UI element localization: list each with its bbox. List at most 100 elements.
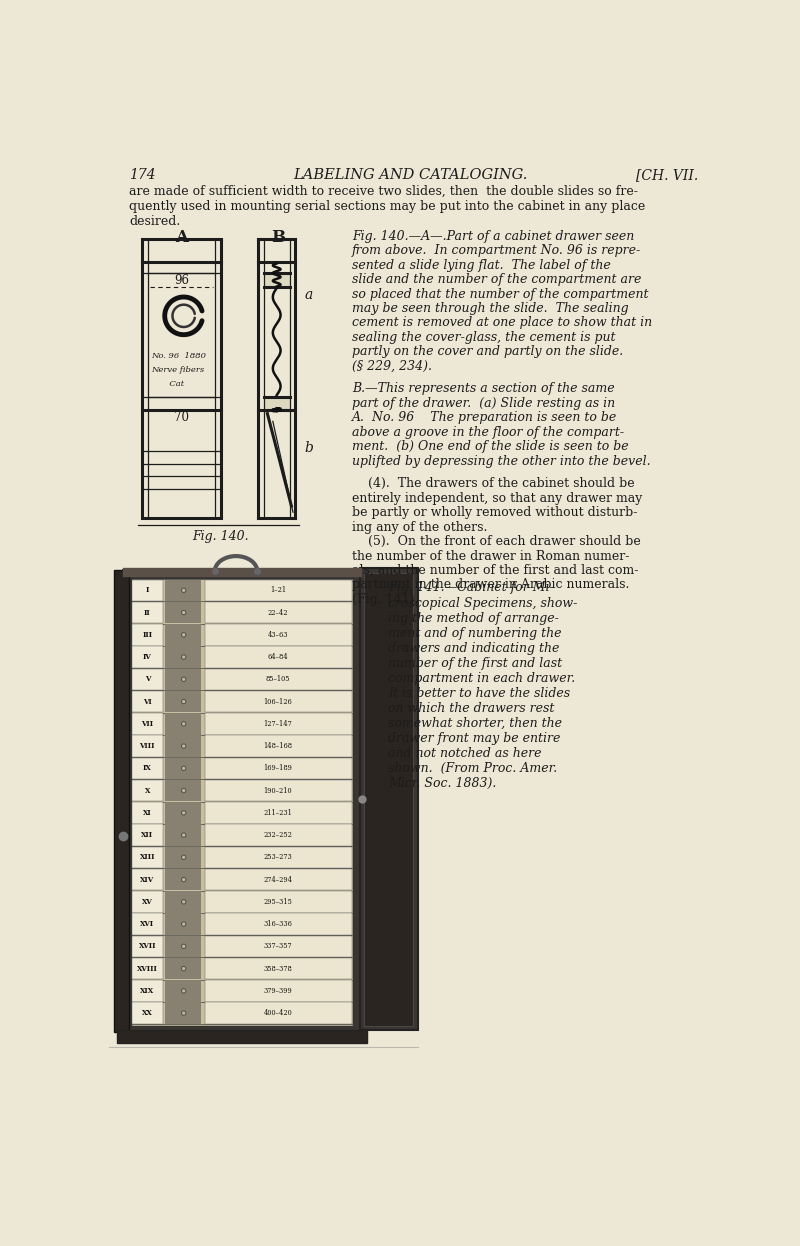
Text: VII: VII bbox=[142, 720, 154, 728]
Circle shape bbox=[182, 946, 185, 947]
Bar bbox=[132, 825, 162, 846]
Bar bbox=[165, 802, 201, 824]
Bar bbox=[165, 780, 201, 801]
Text: 169–189: 169–189 bbox=[263, 764, 292, 773]
Text: 211–231: 211–231 bbox=[263, 809, 292, 817]
Bar bbox=[132, 669, 162, 690]
Text: [CH. VII.: [CH. VII. bbox=[636, 168, 698, 182]
Bar bbox=[165, 891, 201, 912]
Circle shape bbox=[182, 1012, 185, 1014]
Text: entirely independent, so that any drawer may: entirely independent, so that any drawer… bbox=[352, 492, 642, 505]
Bar bbox=[132, 624, 162, 645]
Circle shape bbox=[182, 922, 186, 926]
Text: 1–21: 1–21 bbox=[270, 587, 286, 594]
Bar bbox=[165, 602, 201, 623]
Text: 190–210: 190–210 bbox=[263, 786, 292, 795]
Text: ment and of numbering the: ment and of numbering the bbox=[388, 627, 562, 639]
Bar bbox=[205, 825, 352, 846]
Text: partment in the drawer in Arabic numerals.: partment in the drawer in Arabic numeral… bbox=[352, 578, 630, 592]
Text: sealing the cover-glass, the cement is put: sealing the cover-glass, the cement is p… bbox=[352, 331, 615, 344]
Circle shape bbox=[182, 655, 186, 659]
Bar bbox=[132, 735, 162, 756]
Bar bbox=[132, 891, 162, 912]
Circle shape bbox=[182, 856, 185, 858]
Bar bbox=[123, 569, 361, 1035]
Circle shape bbox=[182, 657, 185, 658]
Bar bbox=[205, 758, 352, 779]
Circle shape bbox=[182, 766, 186, 770]
Circle shape bbox=[182, 721, 186, 726]
Bar bbox=[165, 1002, 201, 1024]
Bar bbox=[205, 958, 352, 979]
Bar bbox=[165, 579, 201, 601]
Bar bbox=[205, 868, 352, 891]
Text: 274–294: 274–294 bbox=[263, 876, 292, 883]
Bar bbox=[205, 891, 352, 912]
Circle shape bbox=[182, 768, 185, 769]
Circle shape bbox=[182, 612, 185, 613]
Circle shape bbox=[182, 834, 186, 837]
Circle shape bbox=[182, 968, 185, 969]
Bar bbox=[132, 846, 162, 868]
Bar bbox=[132, 579, 162, 601]
Bar bbox=[132, 958, 162, 979]
Text: ment.  (b) One end of the slide is seen to be: ment. (b) One end of the slide is seen t… bbox=[352, 440, 629, 454]
Bar bbox=[205, 669, 352, 690]
Circle shape bbox=[182, 878, 185, 881]
Text: Fig. 140.: Fig. 140. bbox=[192, 530, 249, 543]
Bar bbox=[132, 1002, 162, 1024]
Bar bbox=[117, 1029, 367, 1043]
Circle shape bbox=[182, 790, 185, 791]
Bar bbox=[132, 713, 162, 735]
Text: XIII: XIII bbox=[139, 854, 155, 861]
Text: ing any of the others.: ing any of the others. bbox=[352, 521, 487, 533]
Circle shape bbox=[182, 699, 186, 704]
Bar bbox=[205, 713, 352, 735]
Circle shape bbox=[182, 678, 186, 682]
Circle shape bbox=[182, 611, 186, 614]
Text: Cat: Cat bbox=[151, 380, 184, 388]
Text: It is better to have the slides: It is better to have the slides bbox=[388, 687, 570, 699]
Bar bbox=[165, 690, 201, 713]
Bar bbox=[132, 647, 162, 668]
Text: 232–252: 232–252 bbox=[263, 831, 292, 839]
Bar bbox=[263, 273, 290, 287]
Circle shape bbox=[182, 678, 185, 680]
Bar bbox=[165, 958, 201, 979]
Text: quently used in mounting serial sections may be put into the cabinet in any plac: quently used in mounting serial sections… bbox=[130, 199, 646, 213]
Circle shape bbox=[182, 700, 185, 703]
Text: IX: IX bbox=[143, 764, 152, 773]
Text: (§ 229, 234).: (§ 229, 234). bbox=[352, 360, 432, 373]
Text: LABELING AND CATALOGING.: LABELING AND CATALOGING. bbox=[293, 168, 527, 182]
Text: XI: XI bbox=[143, 809, 152, 817]
Text: 70: 70 bbox=[174, 410, 189, 424]
Circle shape bbox=[182, 789, 186, 792]
Text: XVII: XVII bbox=[138, 942, 156, 951]
Text: sented a slide lying flat.  The label of the: sented a slide lying flat. The label of … bbox=[352, 259, 610, 272]
Text: desired.: desired. bbox=[130, 216, 181, 228]
Circle shape bbox=[182, 989, 186, 993]
Circle shape bbox=[182, 589, 185, 592]
Text: 174: 174 bbox=[130, 168, 156, 182]
Text: XV: XV bbox=[142, 898, 153, 906]
Bar bbox=[165, 624, 201, 645]
Text: XX: XX bbox=[142, 1009, 153, 1017]
Text: 379–399: 379–399 bbox=[263, 987, 292, 994]
Text: 358–378: 358–378 bbox=[263, 964, 292, 973]
Text: IV: IV bbox=[143, 653, 152, 662]
Text: VIII: VIII bbox=[139, 743, 155, 750]
Circle shape bbox=[182, 811, 186, 815]
Text: compartment in each drawer.: compartment in each drawer. bbox=[388, 672, 575, 684]
Circle shape bbox=[182, 967, 186, 971]
Bar bbox=[205, 981, 352, 1002]
Bar bbox=[205, 846, 352, 868]
Bar bbox=[132, 936, 162, 957]
Text: 253–273: 253–273 bbox=[263, 854, 292, 861]
Text: cement is removed at one place to show that in: cement is removed at one place to show t… bbox=[352, 316, 652, 329]
Bar bbox=[205, 579, 352, 601]
Bar bbox=[131, 578, 354, 1025]
Text: and not notched as here: and not notched as here bbox=[388, 746, 542, 760]
Text: (Fig. 141).: (Fig. 141). bbox=[352, 593, 418, 606]
Text: Fig. 141.—Cabinet for Mi-: Fig. 141.—Cabinet for Mi- bbox=[388, 582, 554, 594]
Text: I: I bbox=[146, 587, 149, 594]
